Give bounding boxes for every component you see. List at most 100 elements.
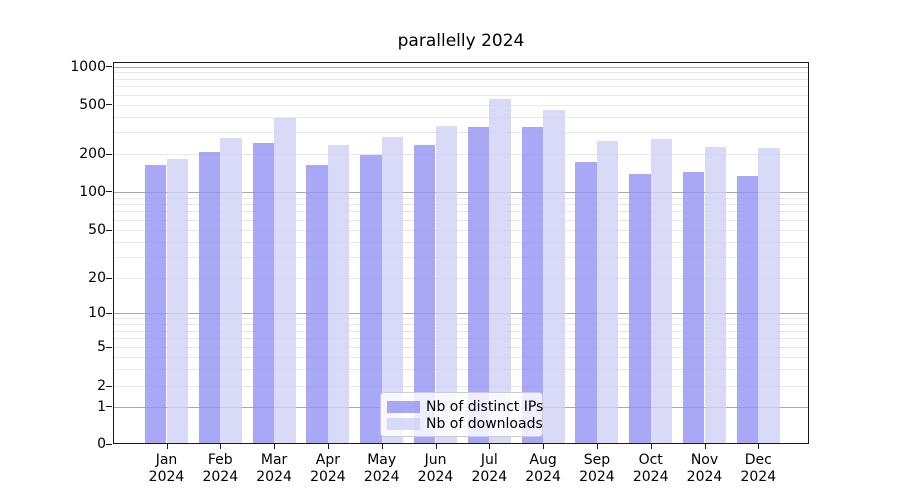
bar-distinct-ips-jul: [467, 126, 490, 444]
bar-downloads-may: [381, 136, 404, 444]
legend-swatch-downloads: [387, 417, 420, 430]
legend-entry-distinct-ips: Nb of distinct IPs: [387, 400, 543, 414]
gridline-major: [113, 191, 809, 193]
gridline-minor: [113, 94, 809, 96]
bar-distinct-ips-may: [360, 155, 382, 444]
gridline-minor: [113, 278, 809, 279]
y-tick-mark: [106, 153, 112, 155]
y-tick-mark: [106, 406, 112, 407]
x-tick-mark: [704, 444, 706, 449]
legend-label-distinct-ips: Nb of distinct IPs: [426, 398, 544, 415]
x-tick-mark: [596, 444, 598, 449]
x-tick-mark: [220, 444, 222, 449]
x-tick-mark: [381, 444, 383, 449]
y-tick-mark: [106, 229, 112, 231]
y-axis-tick-label: 500: [79, 96, 106, 113]
bar-downloads-oct: [650, 139, 673, 444]
bar-distinct-ips-feb: [198, 151, 221, 444]
y-axis-tick-label: 1: [97, 398, 106, 415]
bar-downloads-sep: [596, 141, 619, 444]
x-tick-mark: [274, 444, 276, 449]
legend-swatch-distinct-ips: [387, 400, 420, 413]
x-axis-tick-label: May 2024: [363, 452, 400, 485]
bar-downloads-nov: [704, 146, 727, 444]
gridline-minor: [113, 219, 809, 221]
y-tick-mark: [106, 312, 112, 314]
legend-entry-downloads: Nb of downloads: [387, 417, 543, 431]
y-axis-tick-label: 2: [97, 378, 106, 395]
bar-distinct-ips-jun: [413, 145, 436, 444]
plot-area: [113, 62, 809, 444]
gridline-major: [113, 66, 809, 68]
gridline-minor: [113, 78, 809, 80]
y-tick-mark: [106, 66, 112, 67]
y-tick-mark: [106, 346, 112, 348]
bar-downloads-jun: [435, 125, 458, 444]
bar-distinct-ips-oct: [629, 173, 651, 444]
bar-distinct-ips-jan: [144, 165, 167, 444]
legend-label-downloads: Nb of downloads: [426, 415, 543, 432]
gridline-minor: [113, 86, 809, 88]
x-tick-mark: [489, 444, 491, 449]
bar-distinct-ips-mar: [252, 143, 275, 444]
chart-title: parallelly 2024: [397, 31, 525, 51]
gridline-minor: [113, 204, 809, 206]
y-axis-tick-label: 10: [88, 305, 106, 322]
x-tick-mark: [650, 444, 652, 449]
bar-downloads-mar: [274, 117, 296, 444]
x-axis-tick-label: Feb 2024: [202, 452, 239, 485]
x-axis-tick-label: Dec 2024: [740, 452, 777, 485]
x-axis-tick-label: Aug 2024: [525, 452, 561, 485]
bar-downloads-jul: [489, 99, 511, 444]
y-tick-mark: [106, 191, 112, 193]
y-axis-tick-label: 100: [79, 183, 106, 200]
bar-downloads-jan: [166, 159, 189, 444]
gridline-minor: [113, 330, 809, 332]
gridline-minor: [113, 230, 809, 231]
x-axis-tick-label: Mar 2024: [256, 452, 292, 485]
y-tick-mark: [106, 443, 112, 445]
bar-downloads-dec: [758, 148, 780, 444]
x-tick-mark: [166, 444, 168, 449]
gridline-minor: [113, 241, 809, 243]
bar-downloads-aug: [543, 110, 565, 444]
legend: Nb of distinct IPs Nb of downloads: [380, 392, 543, 437]
y-axis-tick-label: 200: [79, 146, 106, 162]
gridline-minor: [113, 154, 809, 155]
bar-downloads-feb: [220, 138, 242, 444]
bar-distinct-ips-nov: [682, 171, 705, 444]
x-axis-tick-label: Sep 2024: [579, 452, 615, 485]
gridline-minor: [113, 324, 809, 326]
bar-downloads-apr: [327, 145, 350, 444]
x-axis-tick-label: Jul 2024: [471, 452, 508, 485]
gridline-minor: [113, 338, 809, 340]
x-tick-mark: [758, 444, 760, 449]
gridline-minor: [113, 256, 809, 258]
gridline-minor: [113, 132, 809, 134]
gridline-minor: [113, 356, 809, 358]
x-tick-mark: [327, 444, 329, 449]
x-tick-mark: [435, 444, 437, 449]
x-axis-tick-label: Jun 2024: [417, 452, 454, 485]
y-axis-tick-label: 1000: [70, 58, 106, 75]
gridline-minor: [113, 347, 809, 348]
gridline-minor: [113, 318, 809, 320]
x-tick-mark: [543, 444, 545, 449]
x-axis-tick-label: Jan 2024: [148, 452, 185, 485]
y-axis-tick-label: 0: [97, 436, 106, 452]
gridline-minor: [113, 197, 809, 199]
bar-distinct-ips-aug: [521, 127, 544, 444]
x-axis-tick-label: Oct 2024: [632, 452, 669, 485]
y-axis-tick-label: 50: [88, 222, 106, 238]
bar-distinct-ips-apr: [306, 165, 328, 444]
bar-distinct-ips-dec: [736, 175, 759, 444]
y-axis-tick-label: 5: [97, 339, 106, 355]
y-axis-tick-label: 20: [88, 270, 106, 286]
x-axis-tick-label: Apr 2024: [310, 452, 346, 485]
x-axis-tick-label: Nov 2024: [686, 452, 723, 485]
gridline-major: [113, 313, 809, 315]
bar-distinct-ips-sep: [575, 162, 597, 444]
gridline-minor: [113, 116, 809, 118]
gridline-minor: [113, 72, 809, 74]
